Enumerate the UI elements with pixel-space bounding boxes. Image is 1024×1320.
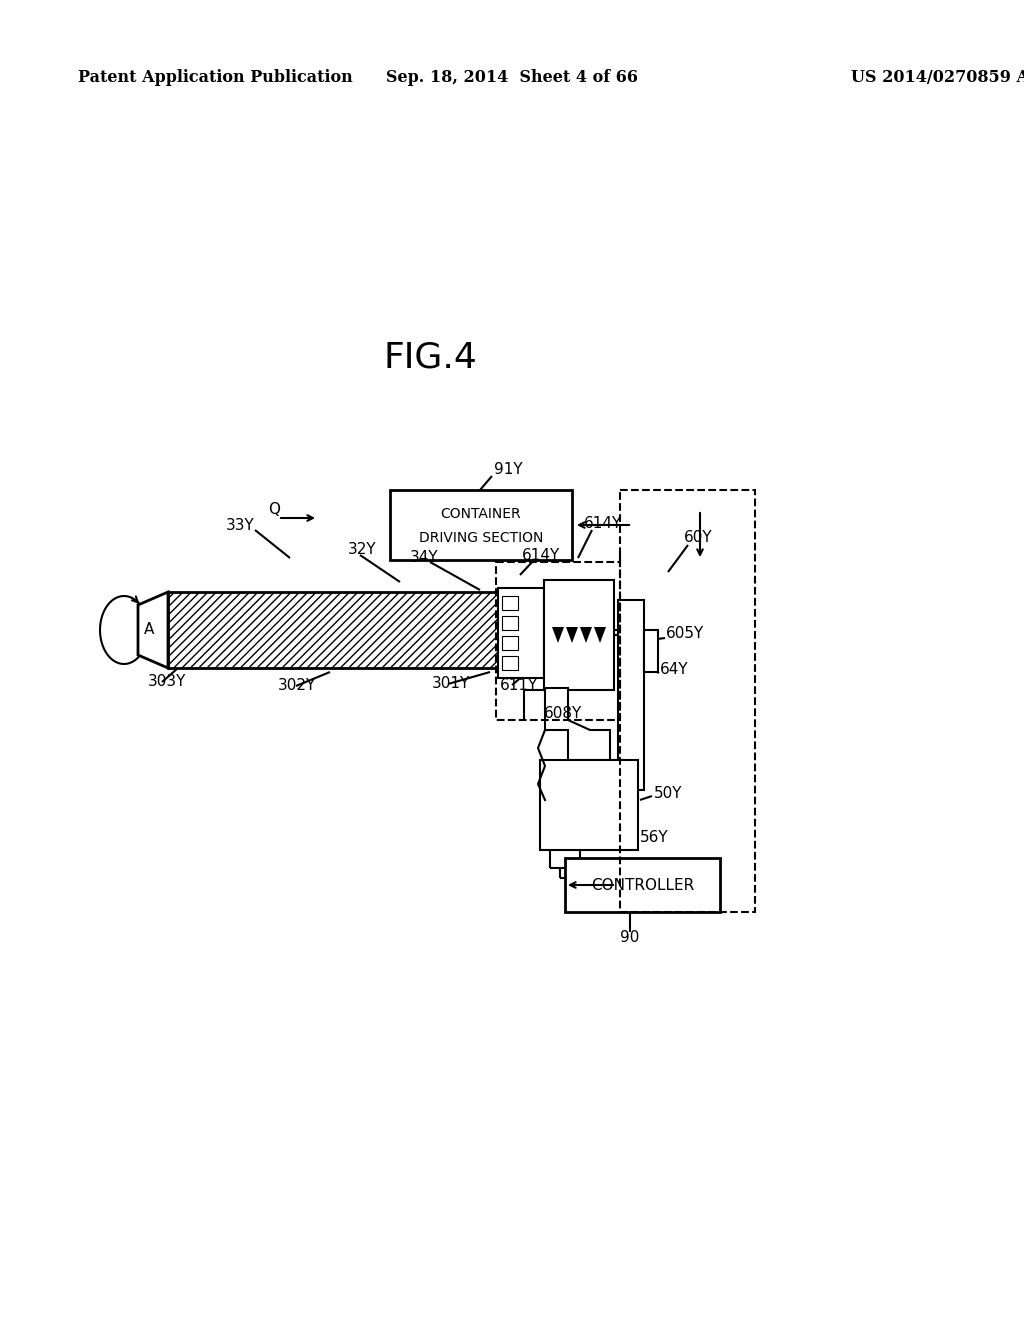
Bar bbox=[502, 656, 518, 671]
Text: 90: 90 bbox=[621, 931, 640, 945]
Text: 608Y: 608Y bbox=[544, 706, 583, 722]
Polygon shape bbox=[580, 627, 592, 643]
Bar bbox=[496, 562, 620, 719]
Bar bbox=[502, 636, 518, 649]
Text: DRIVING SECTION: DRIVING SECTION bbox=[419, 531, 543, 545]
Text: Sep. 18, 2014  Sheet 4 of 66: Sep. 18, 2014 Sheet 4 of 66 bbox=[386, 70, 638, 87]
Text: 614Y: 614Y bbox=[584, 516, 623, 532]
Bar bbox=[544, 579, 614, 690]
Text: 60Y: 60Y bbox=[684, 531, 713, 545]
Bar bbox=[644, 630, 658, 672]
Text: Patent Application Publication: Patent Application Publication bbox=[78, 70, 352, 87]
Text: 33Y: 33Y bbox=[226, 519, 255, 533]
Bar bbox=[618, 601, 644, 789]
Text: 91Y: 91Y bbox=[494, 462, 522, 478]
Bar bbox=[498, 587, 544, 678]
Text: CONTROLLER: CONTROLLER bbox=[591, 878, 694, 892]
Bar bbox=[502, 616, 518, 630]
Bar bbox=[502, 597, 518, 610]
Bar bbox=[540, 760, 638, 850]
Polygon shape bbox=[545, 688, 610, 760]
Text: 64Y: 64Y bbox=[660, 663, 688, 677]
Text: 301Y: 301Y bbox=[432, 676, 470, 692]
Text: 34Y: 34Y bbox=[410, 550, 438, 565]
Bar bbox=[620, 490, 755, 912]
Polygon shape bbox=[138, 591, 168, 668]
Polygon shape bbox=[594, 627, 606, 643]
Text: US 2014/0270859 A1: US 2014/0270859 A1 bbox=[851, 70, 1024, 87]
Text: A: A bbox=[144, 623, 155, 638]
Text: 611Y: 611Y bbox=[500, 677, 539, 693]
Text: 32Y: 32Y bbox=[348, 543, 377, 557]
Text: CONTAINER: CONTAINER bbox=[440, 507, 521, 521]
Text: 50Y: 50Y bbox=[654, 787, 683, 801]
Text: FIG.4: FIG.4 bbox=[383, 341, 477, 375]
Text: 303Y: 303Y bbox=[148, 675, 186, 689]
Text: Q: Q bbox=[268, 503, 280, 517]
Text: 614Y: 614Y bbox=[522, 548, 560, 562]
Bar bbox=[565, 858, 720, 912]
Text: 605Y: 605Y bbox=[666, 627, 705, 642]
Text: 302Y: 302Y bbox=[278, 678, 316, 693]
Polygon shape bbox=[566, 627, 578, 643]
Bar bbox=[390, 490, 572, 560]
Bar bbox=[168, 591, 498, 668]
Polygon shape bbox=[552, 627, 564, 643]
Text: 56Y: 56Y bbox=[640, 830, 669, 846]
